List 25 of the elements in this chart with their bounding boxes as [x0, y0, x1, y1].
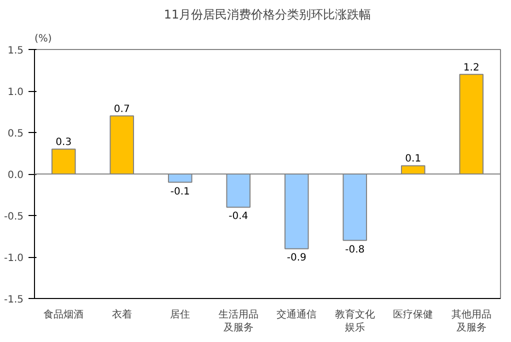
data-label: 0.1	[405, 154, 422, 165]
x-tick-label: 教育文化娱乐	[334, 308, 375, 334]
data-label: 0.3	[56, 137, 72, 148]
y-tick-label: -1.5	[4, 294, 24, 306]
x-tick-label: 生活用品及服务	[218, 308, 258, 334]
x-tick-label: 其他用品及服务	[451, 308, 492, 334]
y-tick-label: 0.5	[8, 128, 24, 140]
x-tick-label: 交通通信	[276, 308, 317, 320]
data-label: -0.4	[228, 211, 248, 222]
data-label: -0.1	[170, 186, 190, 198]
y-tick-label: 1.5	[8, 46, 24, 56]
y-tick-label: 0.0	[8, 170, 24, 181]
data-label: -0.9	[286, 252, 306, 264]
chart-title: 11月份居民消费价格分类别环比涨跌幅	[164, 8, 372, 22]
x-tick-label: 衣着	[112, 308, 132, 320]
data-label: 1.2	[463, 62, 480, 74]
y-axis-title: (%)	[34, 34, 52, 44]
x-tick-label: 医疗保健	[393, 308, 434, 320]
y-tick-label: -1.0	[4, 253, 24, 264]
data-label: 0.7	[114, 104, 130, 115]
y-tick-label: 1.0	[8, 87, 24, 98]
y-tick-label: -0.5	[4, 212, 24, 222]
x-tick-label: 食品烟酒	[44, 308, 84, 320]
x-tick-label: 居住	[170, 310, 190, 320]
data-label: -0.8	[345, 244, 365, 256]
